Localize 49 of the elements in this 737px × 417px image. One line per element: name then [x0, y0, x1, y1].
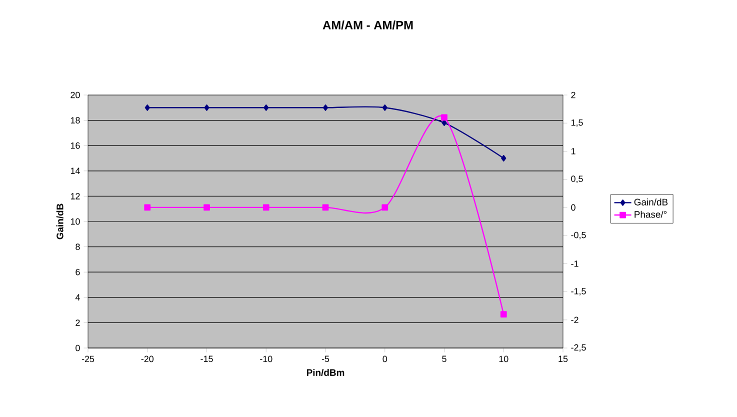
point	[262, 204, 270, 211]
x-tick-label: 15	[558, 356, 568, 362]
y2-tick-label: 0,5	[571, 176, 583, 184]
point	[382, 104, 388, 111]
legend-label: Phase/°	[634, 210, 667, 218]
x-tick-label: 10	[499, 356, 508, 362]
chart-title: AM/AM - AM/PM	[322, 20, 413, 30]
y-tick-label: 10	[70, 218, 80, 225]
y-axis-title: Gain/dB	[56, 204, 64, 240]
point	[441, 114, 448, 121]
y-tick-label: 20	[70, 92, 80, 98]
x-axis-title: Pin/dBm	[306, 368, 344, 376]
y-tick-label: 2	[76, 320, 80, 326]
legend-label: Gain/dB	[634, 198, 668, 206]
point	[322, 204, 329, 211]
point	[442, 120, 447, 126]
x-tick-label: -15	[200, 356, 213, 362]
point	[144, 204, 151, 211]
y2-tick-label: 1	[571, 148, 576, 154]
y2-tick-label: -2,5	[571, 344, 586, 352]
x-tick-label: -20	[141, 356, 154, 362]
y2-tick-label: 0	[571, 204, 576, 211]
y-tick-label: 18	[70, 117, 80, 124]
y2-tick-label: -1,5	[571, 288, 586, 296]
x-tick-label: -5	[322, 356, 330, 362]
point	[500, 311, 507, 318]
point	[501, 155, 506, 162]
y-tick-label: 4	[75, 294, 80, 300]
x-tick-label: 0	[382, 356, 388, 362]
y2-tick-label: 2	[571, 92, 576, 98]
point	[264, 104, 269, 111]
point	[144, 104, 150, 111]
y2-tick-label: -1	[571, 260, 578, 267]
y-tick-label: 8	[76, 244, 80, 250]
point	[204, 204, 210, 211]
y-tick-label: 6	[76, 268, 80, 276]
x-tick-label: 5	[442, 356, 446, 362]
y2-tick-label: -2	[571, 316, 578, 324]
point	[322, 104, 328, 111]
y-tick-label: 0	[76, 344, 80, 352]
y2-tick-label: -0,5	[571, 232, 586, 240]
point	[204, 104, 210, 111]
y-tick-label: 16	[70, 142, 80, 149]
x-tick-label: -10	[260, 356, 272, 362]
y-tick-label: 12	[70, 193, 80, 200]
point	[382, 204, 388, 211]
y2-tick-label: 1,5	[571, 119, 583, 127]
x-tick-label: -25	[82, 356, 94, 362]
y-tick-label: 14	[70, 168, 80, 174]
